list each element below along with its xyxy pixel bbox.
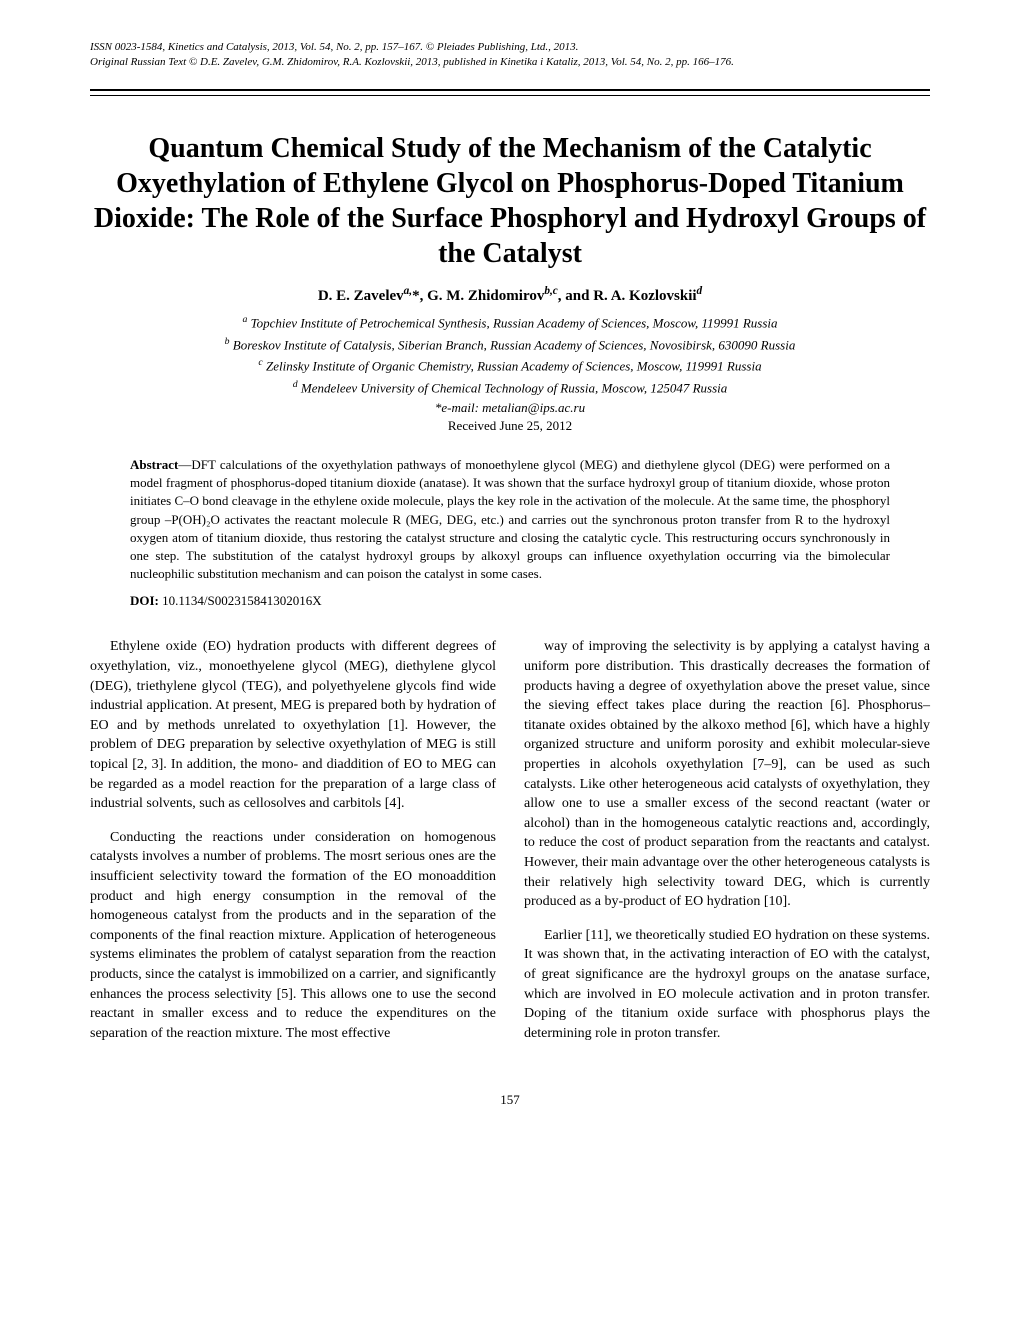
abstract-text: —DFT calculations of the oxyethylation p… bbox=[130, 457, 890, 581]
doi-label: DOI: bbox=[130, 593, 159, 608]
affil-text-b: Boreskov Institute of Catalysis, Siberia… bbox=[233, 337, 796, 352]
journal-meta: ISSN 0023-1584, Kinetics and Catalysis, … bbox=[90, 40, 930, 71]
affil-sup-a: a bbox=[242, 314, 247, 325]
affil-sup-d: d bbox=[293, 379, 298, 390]
page-number: 157 bbox=[90, 1092, 930, 1108]
column-left: Ethylene oxide (EO) hydration products w… bbox=[90, 637, 496, 1057]
column-right: way of improving the selectivity is by a… bbox=[524, 637, 930, 1057]
doi-line: DOI: 10.1134/S002315841302016X bbox=[130, 593, 890, 609]
meta-line-2: Original Russian Text © D.E. Zavelev, G.… bbox=[90, 55, 930, 70]
affiliation-c: c Zelinsky Institute of Organic Chemistr… bbox=[90, 356, 930, 376]
body-p1: Ethylene oxide (EO) hydration products w… bbox=[90, 637, 496, 813]
rule-bottom bbox=[90, 95, 930, 96]
affiliation-b: b Boreskov Institute of Catalysis, Siber… bbox=[90, 335, 930, 355]
affil-sup-b: b bbox=[225, 336, 230, 347]
affiliation-d: d Mendeleev University of Chemical Techn… bbox=[90, 378, 930, 398]
body-p3: way of improving the selectivity is by a… bbox=[524, 637, 930, 911]
authors-line: D. E. Zaveleva,*, G. M. Zhidomirovb,c, a… bbox=[90, 285, 930, 305]
affiliation-a: a Topchiev Institute of Petrochemical Sy… bbox=[90, 313, 930, 333]
received-date: Received June 25, 2012 bbox=[90, 418, 930, 434]
body-p4: Earlier [11], we theoretically studied E… bbox=[524, 926, 930, 1044]
body-p2: Conducting the reactions under considera… bbox=[90, 828, 496, 1044]
paper-title: Quantum Chemical Study of the Mechanism … bbox=[90, 131, 930, 271]
body-columns: Ethylene oxide (EO) hydration products w… bbox=[90, 637, 930, 1057]
rule-top bbox=[90, 89, 930, 91]
doi-value: 10.1134/S002315841302016X bbox=[162, 593, 322, 608]
affil-text-a: Topchiev Institute of Petrochemical Synt… bbox=[251, 315, 778, 330]
corresponding-email: *e-mail: metalian@ips.ac.ru bbox=[90, 400, 930, 416]
affil-text-c: Zelinsky Institute of Organic Chemistry,… bbox=[266, 359, 762, 374]
affil-text-d: Mendeleev University of Chemical Technol… bbox=[301, 381, 727, 396]
abstract-block: Abstract—DFT calculations of the oxyethy… bbox=[130, 456, 890, 583]
abstract-label: Abstract bbox=[130, 457, 178, 472]
affil-sup-c: c bbox=[258, 357, 262, 368]
meta-line-1: ISSN 0023-1584, Kinetics and Catalysis, … bbox=[90, 40, 930, 55]
